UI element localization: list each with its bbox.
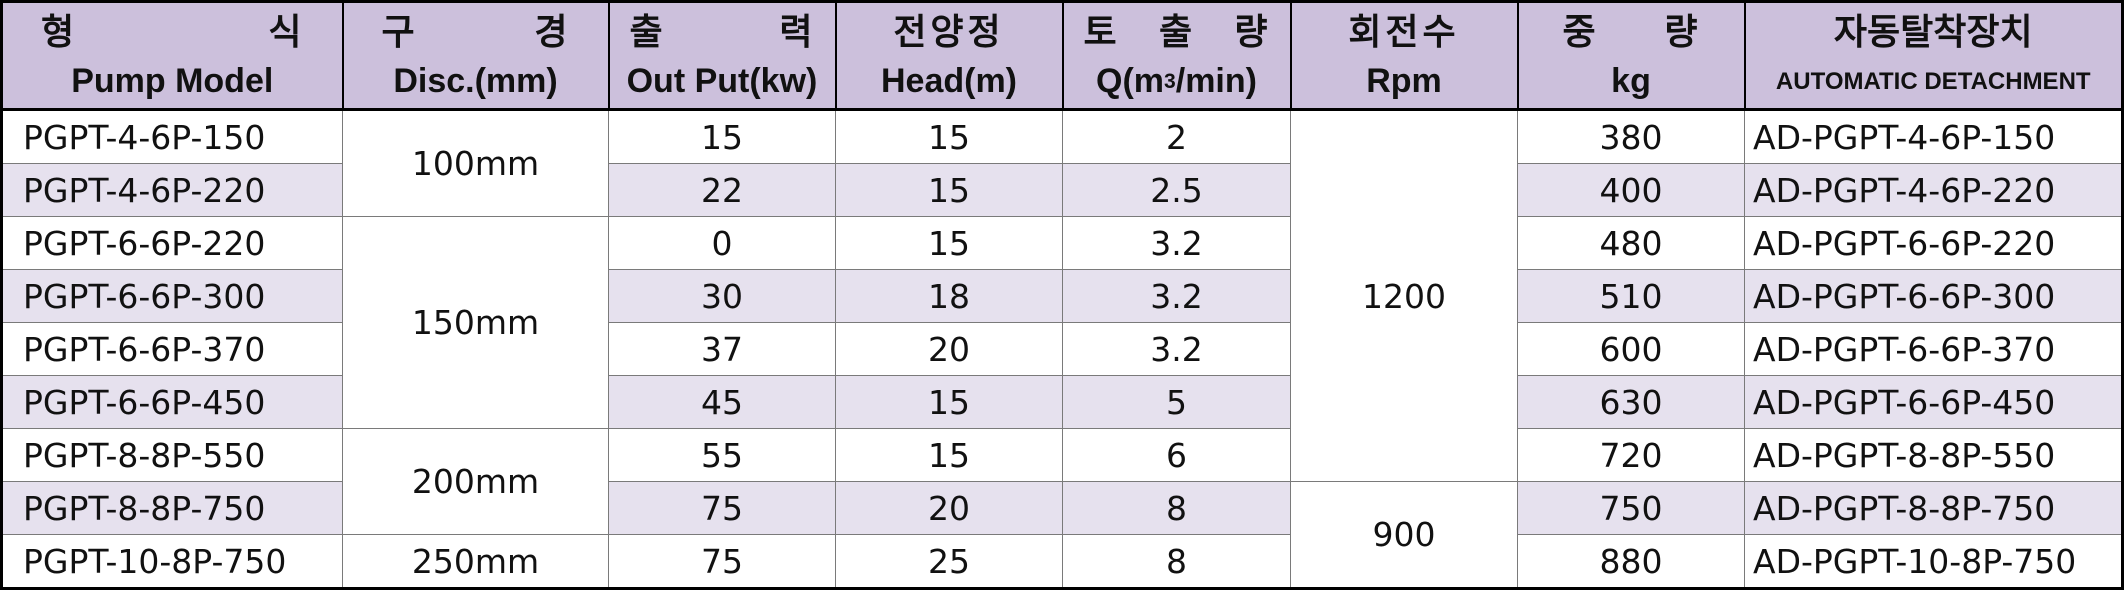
flow-rate-cell: 6: [1062, 428, 1291, 482]
pump-model-cell: PGPT-6-6P-370: [1, 322, 343, 376]
output-cell: 15: [608, 109, 836, 164]
pump-model-cell: PGPT-8-8P-750: [1, 481, 343, 535]
flow-rate-cell: 8: [1062, 481, 1291, 535]
head-cell: 15: [835, 163, 1063, 217]
output-cell: 0: [608, 216, 836, 270]
output-cell: 45: [608, 375, 836, 429]
table-row: PGPT-8-8P-750 75 20 8 900 750 AD-PGPT-8-…: [1, 481, 2123, 589]
detachment-cell: AD-PGPT-6-6P-220: [1744, 216, 2123, 270]
weight-cell: 720: [1517, 428, 1745, 482]
head-cell: 15: [835, 428, 1063, 482]
table-row: PGPT-4-6P-220 22 15 2.5 400 AD-PGPT-4-6P…: [1, 163, 2123, 217]
weight-cell: 600: [1517, 322, 1745, 376]
detachment-cell: AD-PGPT-4-6P-150: [1744, 109, 2123, 164]
rpm-cell: 900: [1290, 481, 1518, 589]
weight-cell: 480: [1517, 216, 1745, 270]
flow-rate-cell: 3.2: [1062, 216, 1291, 270]
detachment-cell: AD-PGPT-8-8P-750: [1744, 481, 2123, 535]
head-cell: 15: [835, 375, 1063, 429]
weight-cell: 510: [1517, 269, 1745, 323]
pump-model-cell: PGPT-8-8P-550: [1, 428, 343, 482]
output-cell: 22: [608, 163, 836, 217]
head-cell: 18: [835, 269, 1063, 323]
header-head: 전양정 Head(m): [834, 1, 1064, 111]
weight-cell: 880: [1517, 534, 1745, 589]
detachment-cell: AD-PGPT-4-6P-220: [1744, 163, 2123, 217]
flow-rate-cell: 2.5: [1062, 163, 1291, 217]
output-cell: 75: [608, 534, 836, 589]
table-row: PGPT-8-8P-550 200mm 55 15 6 720 AD-PGPT-…: [1, 428, 2123, 535]
flow-rate-cell: 5: [1062, 375, 1291, 429]
header-rpm: 회전수 Rpm: [1289, 1, 1519, 111]
pump-model-cell: PGPT-6-6P-220: [1, 216, 343, 270]
head-cell: 15: [835, 216, 1063, 270]
table-row: PGPT-6-6P-370 37 20 3.2 600 AD-PGPT-6-6P…: [1, 322, 2123, 376]
flow-rate-cell: 3.2: [1062, 269, 1291, 323]
table-row: PGPT-6-6P-300 30 18 3.2 510 AD-PGPT-6-6P…: [1, 269, 2123, 323]
head-cell: 20: [835, 322, 1063, 376]
weight-cell: 750: [1517, 481, 1745, 535]
pump-model-cell: PGPT-6-6P-450: [1, 375, 343, 429]
table-row: PGPT-6-6P-220 150mm 0 15 3.2 480 AD-PGPT…: [1, 216, 2123, 429]
disc-cell: 250mm: [342, 534, 609, 589]
output-cell: 55: [608, 428, 836, 482]
output-cell: 75: [608, 481, 836, 535]
table-row: PGPT-10-8P-750 250mm 75 25 8 880 AD-PGPT…: [1, 534, 2123, 589]
output-cell: 37: [608, 322, 836, 376]
disc-cell: 150mm: [342, 216, 609, 429]
rpm-cell: 1200: [1290, 109, 1518, 482]
detachment-cell: AD-PGPT-10-8P-750: [1744, 534, 2123, 589]
detachment-cell: AD-PGPT-6-6P-450: [1744, 375, 2123, 429]
pump-model-cell: PGPT-4-6P-150: [1, 109, 343, 164]
disc-cell: 200mm: [342, 428, 609, 535]
flow-rate-cell: 3.2: [1062, 322, 1291, 376]
header-automatic-detachment: 자동탈착장치 AUTOMATIC DETACHMENT: [1743, 1, 2124, 111]
pump-model-cell: PGPT-10-8P-750: [1, 534, 343, 589]
detachment-cell: AD-PGPT-8-8P-550: [1744, 428, 2123, 482]
detachment-cell: AD-PGPT-6-6P-300: [1744, 269, 2123, 323]
pump-model-cell: PGPT-6-6P-300: [1, 269, 343, 323]
pump-model-cell: PGPT-4-6P-220: [1, 163, 343, 217]
weight-cell: 630: [1517, 375, 1745, 429]
weight-cell: 400: [1517, 163, 1745, 217]
detachment-cell: AD-PGPT-6-6P-370: [1744, 322, 2123, 376]
weight-cell: 380: [1517, 109, 1745, 164]
head-cell: 25: [835, 534, 1063, 589]
head-cell: 20: [835, 481, 1063, 535]
table-row: PGPT-4-6P-150 100mm 15 15 2 1200 380 AD-…: [1, 109, 2123, 482]
flow-rate-cell: 2: [1062, 109, 1291, 164]
output-cell: 30: [608, 269, 836, 323]
disc-cell: 100mm: [342, 109, 609, 217]
table-row: PGPT-6-6P-450 45 15 5 630 AD-PGPT-6-6P-4…: [1, 375, 2123, 429]
head-cell: 15: [835, 109, 1063, 164]
flow-rate-cell: 8: [1062, 534, 1291, 589]
